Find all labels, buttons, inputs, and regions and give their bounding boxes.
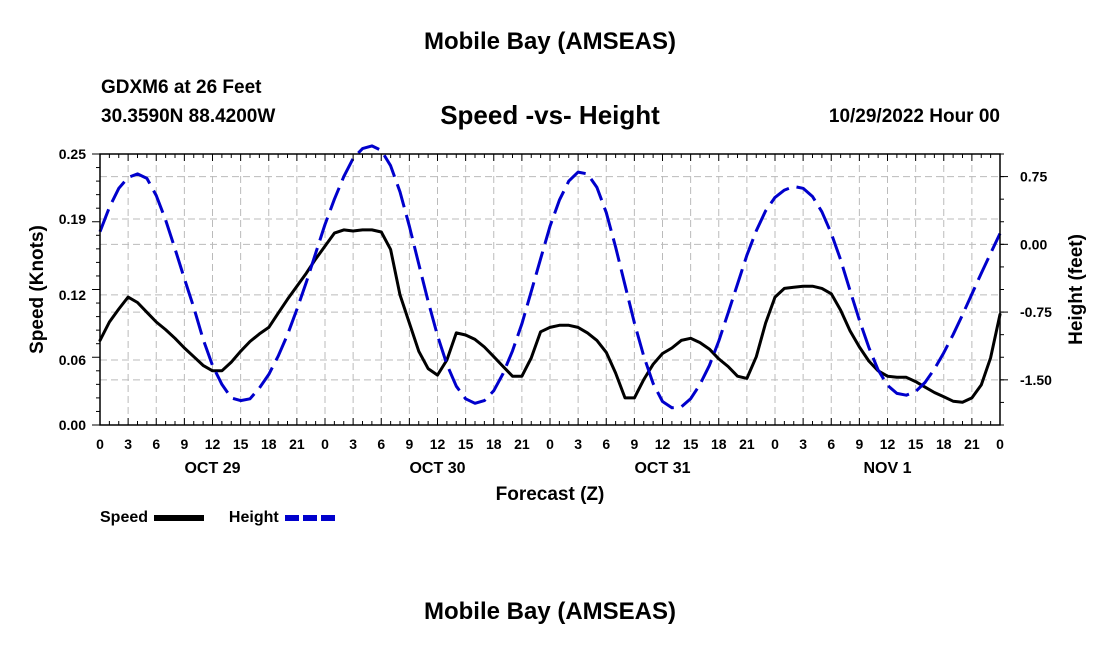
x-tick-label: 0 <box>321 436 329 452</box>
legend-height-swatch <box>285 514 336 521</box>
station-label: GDXM6 at 26 Feet <box>101 77 262 98</box>
x-tick-label: 21 <box>739 436 755 452</box>
x-tick-label: 12 <box>205 436 221 452</box>
x-tick-label: 21 <box>514 436 530 452</box>
chart-main-title: Mobile Bay (AMSEAS) <box>423 28 677 55</box>
series-layer <box>98 144 1002 410</box>
x-tick-label: 3 <box>574 436 582 452</box>
chart-subtitle: Speed -vs- Height <box>440 100 660 130</box>
y-tick-label: 0.00 <box>59 417 86 433</box>
x-tick-label: 21 <box>289 436 305 452</box>
x-tick-label: 0 <box>546 436 554 452</box>
x-axis-title: Forecast (Z) <box>496 484 605 505</box>
x-tick-label: 15 <box>458 436 474 452</box>
y2-axis-title: Height (feet) <box>1066 234 1087 345</box>
y2-tick-label: 0.00 <box>1020 236 1047 252</box>
series-line-height <box>98 144 1002 410</box>
x-day-label: OCT 31 <box>634 460 690 477</box>
legend-item-height: Height <box>229 509 337 527</box>
x-day-label: OCT 29 <box>184 460 240 477</box>
x-tick-label: 6 <box>152 436 160 452</box>
x-tick-label: 18 <box>261 436 277 452</box>
x-tick-label: 18 <box>711 436 727 452</box>
x-day-label: OCT 30 <box>409 460 465 477</box>
legend-item-speed: Speed <box>100 509 206 527</box>
x-tick-label: 6 <box>377 436 385 452</box>
x-tick-label: 18 <box>486 436 502 452</box>
x-tick-label: 18 <box>936 436 952 452</box>
x-tick-label: 0 <box>996 436 1004 452</box>
y-axis-title: Speed (Knots) <box>27 225 48 354</box>
y-tick-label: 0.19 <box>59 211 86 227</box>
x-tick-label: 6 <box>827 436 835 452</box>
y-tick-label: 0.06 <box>59 352 86 368</box>
x-day-label: NOV 1 <box>863 460 911 477</box>
y-tick-label: 0.25 <box>59 146 86 162</box>
x-tick-label: 9 <box>405 436 413 452</box>
x-tick-label: 3 <box>124 436 132 452</box>
x-tick-label: 15 <box>683 436 699 452</box>
legend-height-label: Height <box>228 509 279 526</box>
x-tick-label: 15 <box>233 436 249 452</box>
legend: Speed Height <box>100 509 355 527</box>
x-tick-label: 3 <box>349 436 357 452</box>
x-tick-label: 12 <box>430 436 446 452</box>
x-tick-label: 6 <box>602 436 610 452</box>
series-line-speed <box>98 228 1002 404</box>
y2-tick-label: 0.75 <box>1020 169 1047 185</box>
x-tick-label: 3 <box>799 436 807 452</box>
forecast-datetime: 10/29/2022 Hour 00 <box>828 106 1000 127</box>
x-tick-label: 0 <box>96 436 104 452</box>
legend-speed-swatch <box>154 514 205 521</box>
y-tick-label: 0.12 <box>59 287 86 303</box>
x-tick-label: 12 <box>880 436 896 452</box>
x-tick-label: 9 <box>630 436 638 452</box>
x-tick-label: 15 <box>908 436 924 452</box>
grid-lines <box>100 154 1000 425</box>
x-tick-label: 0 <box>771 436 779 452</box>
axes: 0 3 6 9 12 15 18 21 0 3 6 9 12 15 18 21 0 3 6 9 12 15 18 21 0 3 6 9… <box>59 146 1052 477</box>
x-tick-label: 9 <box>855 436 863 452</box>
x-tick-label: 12 <box>655 436 671 452</box>
station-coordinates: 30.3590N 88.4200W <box>101 106 276 127</box>
y2-tick-label: -1.50 <box>1020 372 1052 388</box>
legend-speed-label: Speed <box>100 509 149 526</box>
second-chart-title: Mobile Bay (AMSEAS) <box>423 598 677 625</box>
x-tick-label: 9 <box>180 436 188 452</box>
x-tick-label: 21 <box>964 436 980 452</box>
y2-tick-label: -0.75 <box>1020 304 1052 320</box>
